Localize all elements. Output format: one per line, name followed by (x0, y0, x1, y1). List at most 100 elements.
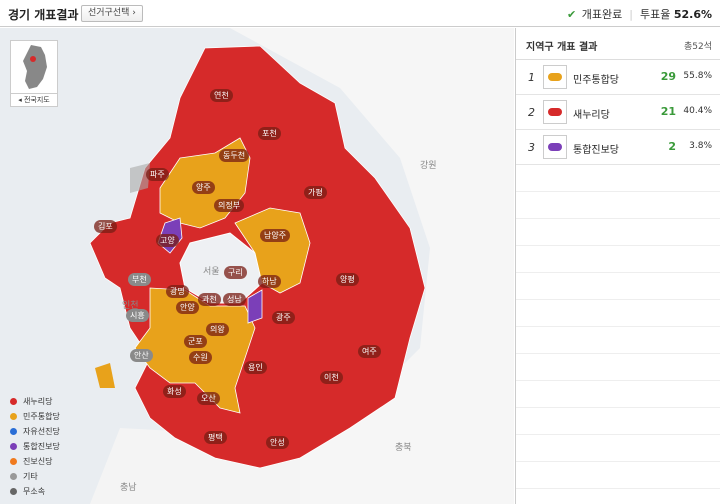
region-label-namyangju[interactable]: 남양주 (260, 229, 291, 242)
check-icon: ✔ (567, 8, 577, 21)
legend-item: 기타 (10, 469, 60, 484)
select-label: 선거구선택 (88, 8, 130, 18)
korea-minimap-icon (23, 45, 47, 89)
island-grey (130, 163, 150, 193)
legend-label: 기타 (23, 472, 38, 481)
region-label-suwon[interactable]: 수원 (189, 351, 212, 364)
legend-item: 민주통합당 (10, 409, 60, 424)
region-label-yangpyeong[interactable]: 양평 (336, 273, 359, 286)
empty-row (516, 408, 720, 435)
party-seats: 29 (660, 70, 676, 83)
legend-item: 새누리당 (10, 394, 60, 409)
area-label-seoul: 서울 (203, 267, 220, 277)
empty-row (516, 354, 720, 381)
region-label-gapyeong[interactable]: 가평 (304, 186, 327, 199)
party-results-list: 1 민주통합당 29 55.8% 2 새누리당 21 40.4% 3 통합진보당 2 3.8% (516, 60, 720, 165)
party-rank: 3 (528, 141, 535, 154)
party-rank: 2 (528, 106, 535, 119)
area-label-incheon: 인천 (122, 301, 139, 311)
region-label-yangju[interactable]: 양주 (192, 181, 215, 194)
area-label-chungnam: 충남 (120, 483, 137, 493)
region-label-yeoncheon[interactable]: 연천 (210, 89, 233, 102)
region-label-hanam[interactable]: 하남 (258, 275, 281, 288)
region-label-gwangju[interactable]: 광주 (272, 311, 295, 324)
count-complete-label: 개표완료 (581, 8, 623, 21)
legend-label: 통합진보당 (23, 442, 60, 451)
legend-dot-icon (10, 488, 17, 495)
party-name: 새누리당 (573, 110, 610, 121)
party-rank: 1 (528, 71, 535, 84)
legend-item: 통합진보당 (10, 439, 60, 454)
region-label-uiwang[interactable]: 의왕 (206, 323, 229, 336)
region-label-anyang[interactable]: 안양 (176, 301, 199, 314)
panel-header: 지역구 개표 결과 총52석 (516, 28, 720, 60)
party-logo-icon (543, 135, 567, 159)
legend-dot-icon (10, 443, 17, 450)
region-label-ansan[interactable]: 안산 (130, 349, 153, 362)
results-panel: 지역구 개표 결과 총52석 1 민주통합당 29 55.8% 2 새누리당 21 40.4%… (515, 28, 720, 504)
region-label-osan[interactable]: 오산 (197, 392, 220, 405)
total-seats: 총52석 (683, 42, 712, 52)
district-select-button[interactable]: 선거구선택 › (81, 5, 143, 22)
legend-dot-icon (10, 413, 17, 420)
region-label-gimpo[interactable]: 김포 (94, 220, 117, 233)
page-title: 경기 개표결과 (8, 8, 79, 22)
party-seats: 21 (660, 105, 676, 118)
region-label-guri[interactable]: 구리 (224, 266, 247, 279)
region-label-goyang[interactable]: 고양 (156, 234, 179, 247)
region-label-gunpo[interactable]: 군포 (184, 335, 207, 348)
region-label-hwaseong[interactable]: 화성 (163, 385, 186, 398)
region-label-seongnam[interactable]: 성남 (223, 293, 246, 306)
legend-dot-icon (10, 398, 17, 405)
legend-dot-icon (10, 458, 17, 465)
party-share: 3.8% (689, 141, 712, 151)
neighbor-land (230, 28, 514, 504)
gyeonggi-map[interactable] (0, 28, 514, 504)
region-label-icheon[interactable]: 이천 (320, 371, 343, 384)
region-minju-island[interactable] (95, 363, 115, 388)
region-minju-namyangju[interactable] (234, 207, 311, 294)
area-label-chungbuk: 충북 (395, 443, 412, 453)
minimap-label[interactable]: ◂ 전국지도 (10, 93, 58, 107)
region-tonghap-seongnam[interactable] (247, 289, 263, 324)
legend-item: 진보신당 (10, 454, 60, 469)
empty-row (516, 381, 720, 408)
party-row[interactable]: 3 통합진보당 2 3.8% (516, 130, 720, 165)
legend-item: 무소속 (10, 484, 60, 499)
map-area[interactable]: 연천 포천 파주 동두천 양주 의정부 가평 김포 고양 남양주 양평 구리 하남 부천 광명 과천 성남 시흥 안… (0, 28, 514, 504)
legend-label: 자유선진당 (23, 427, 60, 436)
region-label-gwacheon[interactable]: 과천 (198, 293, 221, 306)
legend-label: 민주통합당 (23, 412, 60, 421)
empty-row (516, 435, 720, 462)
header-bar: 경기 개표결과 선거구선택 › ✔ 개표완료 | 투표율 52.6% (0, 0, 720, 27)
region-label-dongducheon[interactable]: 동두천 (219, 149, 250, 162)
back-arrow-icon: ◂ (18, 96, 24, 104)
region-label-pyeongtaek[interactable]: 평택 (204, 431, 227, 444)
region-label-yongin[interactable]: 용인 (244, 361, 267, 374)
status-area: ✔ 개표완료 | 투표율 52.6% (567, 8, 712, 21)
empty-row (516, 219, 720, 246)
empty-row (516, 273, 720, 300)
region-label-uijeongbu[interactable]: 의정부 (214, 199, 245, 212)
empty-row (516, 462, 720, 489)
region-label-paju[interactable]: 파주 (146, 168, 169, 181)
party-share: 40.4% (683, 106, 712, 116)
legend-label: 새누리당 (23, 397, 53, 406)
region-label-anseong[interactable]: 안성 (266, 436, 289, 449)
region-label-bucheon[interactable]: 부천 (128, 273, 151, 286)
party-row[interactable]: 1 민주통합당 29 55.8% (516, 60, 720, 95)
region-label-gwangmyeong[interactable]: 광명 (166, 285, 189, 298)
turnout-label: 투표율 (639, 8, 671, 21)
turnout-value: 52.6% (673, 8, 712, 21)
legend-dot-icon (10, 473, 17, 480)
empty-row (516, 300, 720, 327)
empty-row (516, 192, 720, 219)
area-label-gangwon: 강원 (420, 161, 437, 171)
empty-rows (516, 165, 720, 489)
region-label-pocheon[interactable]: 포천 (258, 127, 281, 140)
region-label-siheung[interactable]: 시흥 (126, 309, 149, 322)
party-seats: 2 (668, 140, 676, 153)
party-row[interactable]: 2 새누리당 21 40.4% (516, 95, 720, 130)
party-share: 55.8% (683, 71, 712, 81)
region-label-yeoju[interactable]: 여주 (358, 345, 381, 358)
